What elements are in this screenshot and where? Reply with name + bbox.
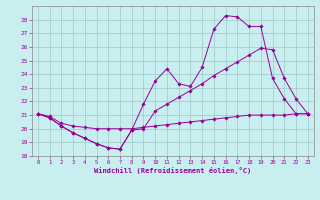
X-axis label: Windchill (Refroidissement éolien,°C): Windchill (Refroidissement éolien,°C) bbox=[94, 167, 252, 174]
